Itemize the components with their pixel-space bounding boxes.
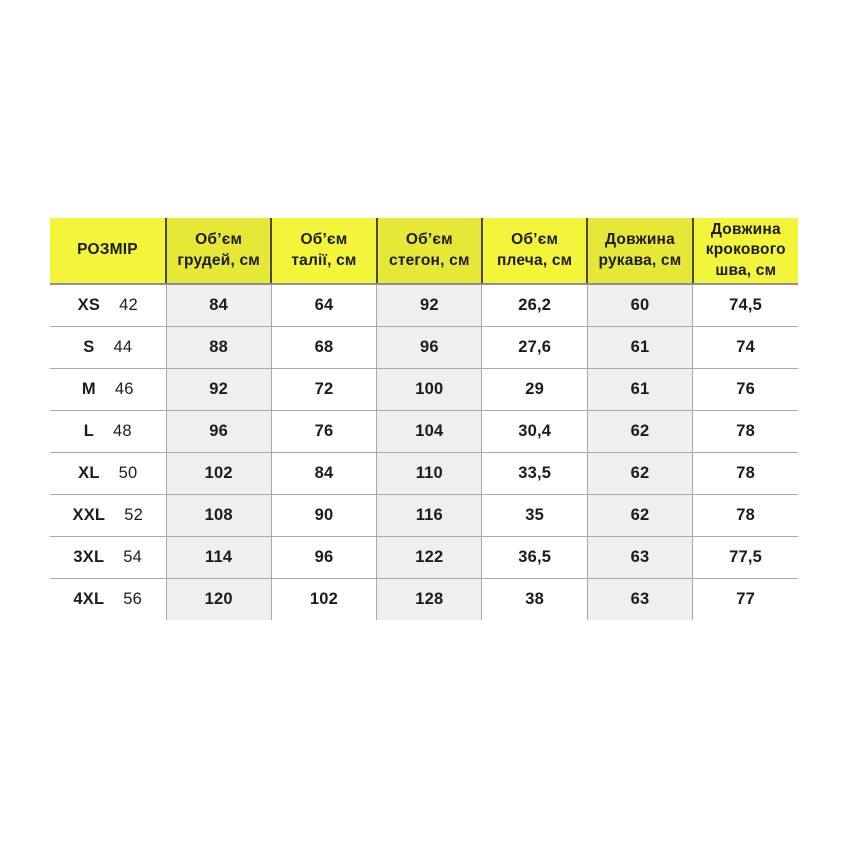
cell-chest: 84 [165,284,272,327]
size-pair: XXL 52 [54,506,162,525]
size-label: XXL [72,505,106,524]
cell-inseam: 74,5 [692,284,798,327]
size-pair: 4XL 56 [54,590,162,609]
cell-hips: 104 [376,410,483,453]
cell-inseam: 78 [692,410,798,453]
cell-hips: 128 [376,578,483,621]
size-row-xxl: XXL 52 108 90 116 35 62 78 [50,494,798,537]
cell-waist: 84 [270,452,378,495]
size-row-3xl: 3XL 54 114 96 122 36,5 63 77,5 [50,536,798,579]
size-row-m: M 46 92 72 100 29 61 76 [50,368,798,411]
header-cell-inseam: Довжина крокового шва, см [691,218,798,286]
cell-sleeve: 60 [586,284,694,327]
cell-shoulder: 38 [481,578,588,621]
cell-chest: 120 [165,578,272,621]
size-label: S [83,337,95,356]
size-pair: XL 50 [54,464,162,483]
cell-waist: 90 [270,494,378,537]
cell-chest: 102 [165,452,272,495]
cell-chest: 88 [165,326,272,369]
cell-chest: 96 [165,410,272,453]
size-pair: L 48 [54,422,162,441]
cell-hips: 110 [376,452,483,495]
size-label: M [81,379,96,398]
cell-waist: 72 [270,368,378,411]
size-row-s: S 44 88 68 96 27,6 61 74 [50,326,798,369]
cell-sleeve: 62 [586,452,694,495]
size-chart-body: XS 42 84 64 92 26,2 60 74,5 S 44 88 68 96 27,6 61 74 M 46… [50,284,798,621]
cell-sleeve: 63 [586,536,694,579]
header-cell-size: РОЗМІР [50,218,167,286]
cell-shoulder: 29 [481,368,588,411]
size-pair: S 44 [54,338,162,357]
cell-inseam: 77,5 [692,536,798,579]
size-number: 56 [123,590,143,609]
size-number: 52 [124,505,143,524]
size-label: 4XL [73,590,105,609]
cell-size: 3XL 54 [50,536,167,579]
cell-waist: 64 [270,284,378,327]
cell-shoulder: 36,5 [481,536,588,579]
cell-size: XL 50 [50,452,167,495]
cell-shoulder: 33,5 [481,452,588,495]
cell-shoulder: 27,6 [481,326,588,369]
size-label: 3XL [73,547,105,566]
size-number: 54 [123,547,143,566]
header-cell-shoulder: Об’єм плеча, см [480,218,589,286]
size-number: 44 [113,337,133,356]
size-label: XS [77,296,101,315]
cell-size: XS 42 [50,284,167,327]
cell-size: XXL 52 [50,494,167,537]
cell-shoulder: 30,4 [481,410,588,453]
size-label: L [83,421,94,440]
cell-size: M 46 [50,368,167,411]
cell-waist: 68 [270,326,378,369]
size-chart-header-row: РОЗМІР Об’єм грудей, см Об’єм талії, см Об’… [50,218,798,286]
cell-hips: 122 [376,536,483,579]
cell-shoulder: 26,2 [481,284,588,327]
cell-waist: 96 [270,536,378,579]
cell-hips: 100 [376,368,483,411]
cell-hips: 116 [376,494,483,537]
size-number: 48 [113,421,132,440]
cell-size: L 48 [50,410,167,453]
size-pair: M 46 [54,380,162,399]
size-number: 46 [114,379,134,398]
cell-waist: 102 [270,578,378,621]
cell-sleeve: 62 [586,410,694,453]
cell-size: 4XL 56 [50,578,167,621]
cell-inseam: 76 [692,368,798,411]
cell-shoulder: 35 [481,494,588,537]
cell-inseam: 78 [692,452,798,495]
size-label: XL [78,463,100,482]
header-cell-hips: Об’єм стегон, см [375,218,483,286]
header-cell-waist: Об’єм талії, см [270,218,378,286]
size-pair: XS 42 [54,296,162,315]
size-row-xs: XS 42 84 64 92 26,2 60 74,5 [50,284,798,327]
size-row-xl: XL 50 102 84 110 33,5 62 78 [50,452,798,495]
header-cell-chest: Об’єм грудей, см [164,218,273,286]
size-row-4xl: 4XL 56 120 102 128 38 63 77 [50,578,798,621]
cell-inseam: 74 [692,326,798,369]
header-cell-sleeve: Довжина рукава, см [586,218,694,286]
cell-waist: 76 [270,410,378,453]
cell-hips: 96 [376,326,483,369]
size-number: 50 [118,463,138,482]
size-chart-table: РОЗМІР Об’єм грудей, см Об’єм талії, см Об’… [50,218,798,621]
cell-size: S 44 [50,326,167,369]
size-number: 42 [119,296,138,315]
cell-chest: 108 [165,494,272,537]
cell-chest: 114 [165,536,272,579]
cell-sleeve: 63 [586,578,694,621]
size-pair: 3XL 54 [54,548,162,567]
cell-inseam: 77 [692,578,798,621]
cell-sleeve: 61 [586,326,694,369]
cell-chest: 92 [165,368,272,411]
cell-sleeve: 61 [586,368,694,411]
cell-inseam: 78 [692,494,798,537]
size-row-l: L 48 96 76 104 30,4 62 78 [50,410,798,453]
cell-sleeve: 62 [586,494,694,537]
cell-hips: 92 [376,284,483,327]
